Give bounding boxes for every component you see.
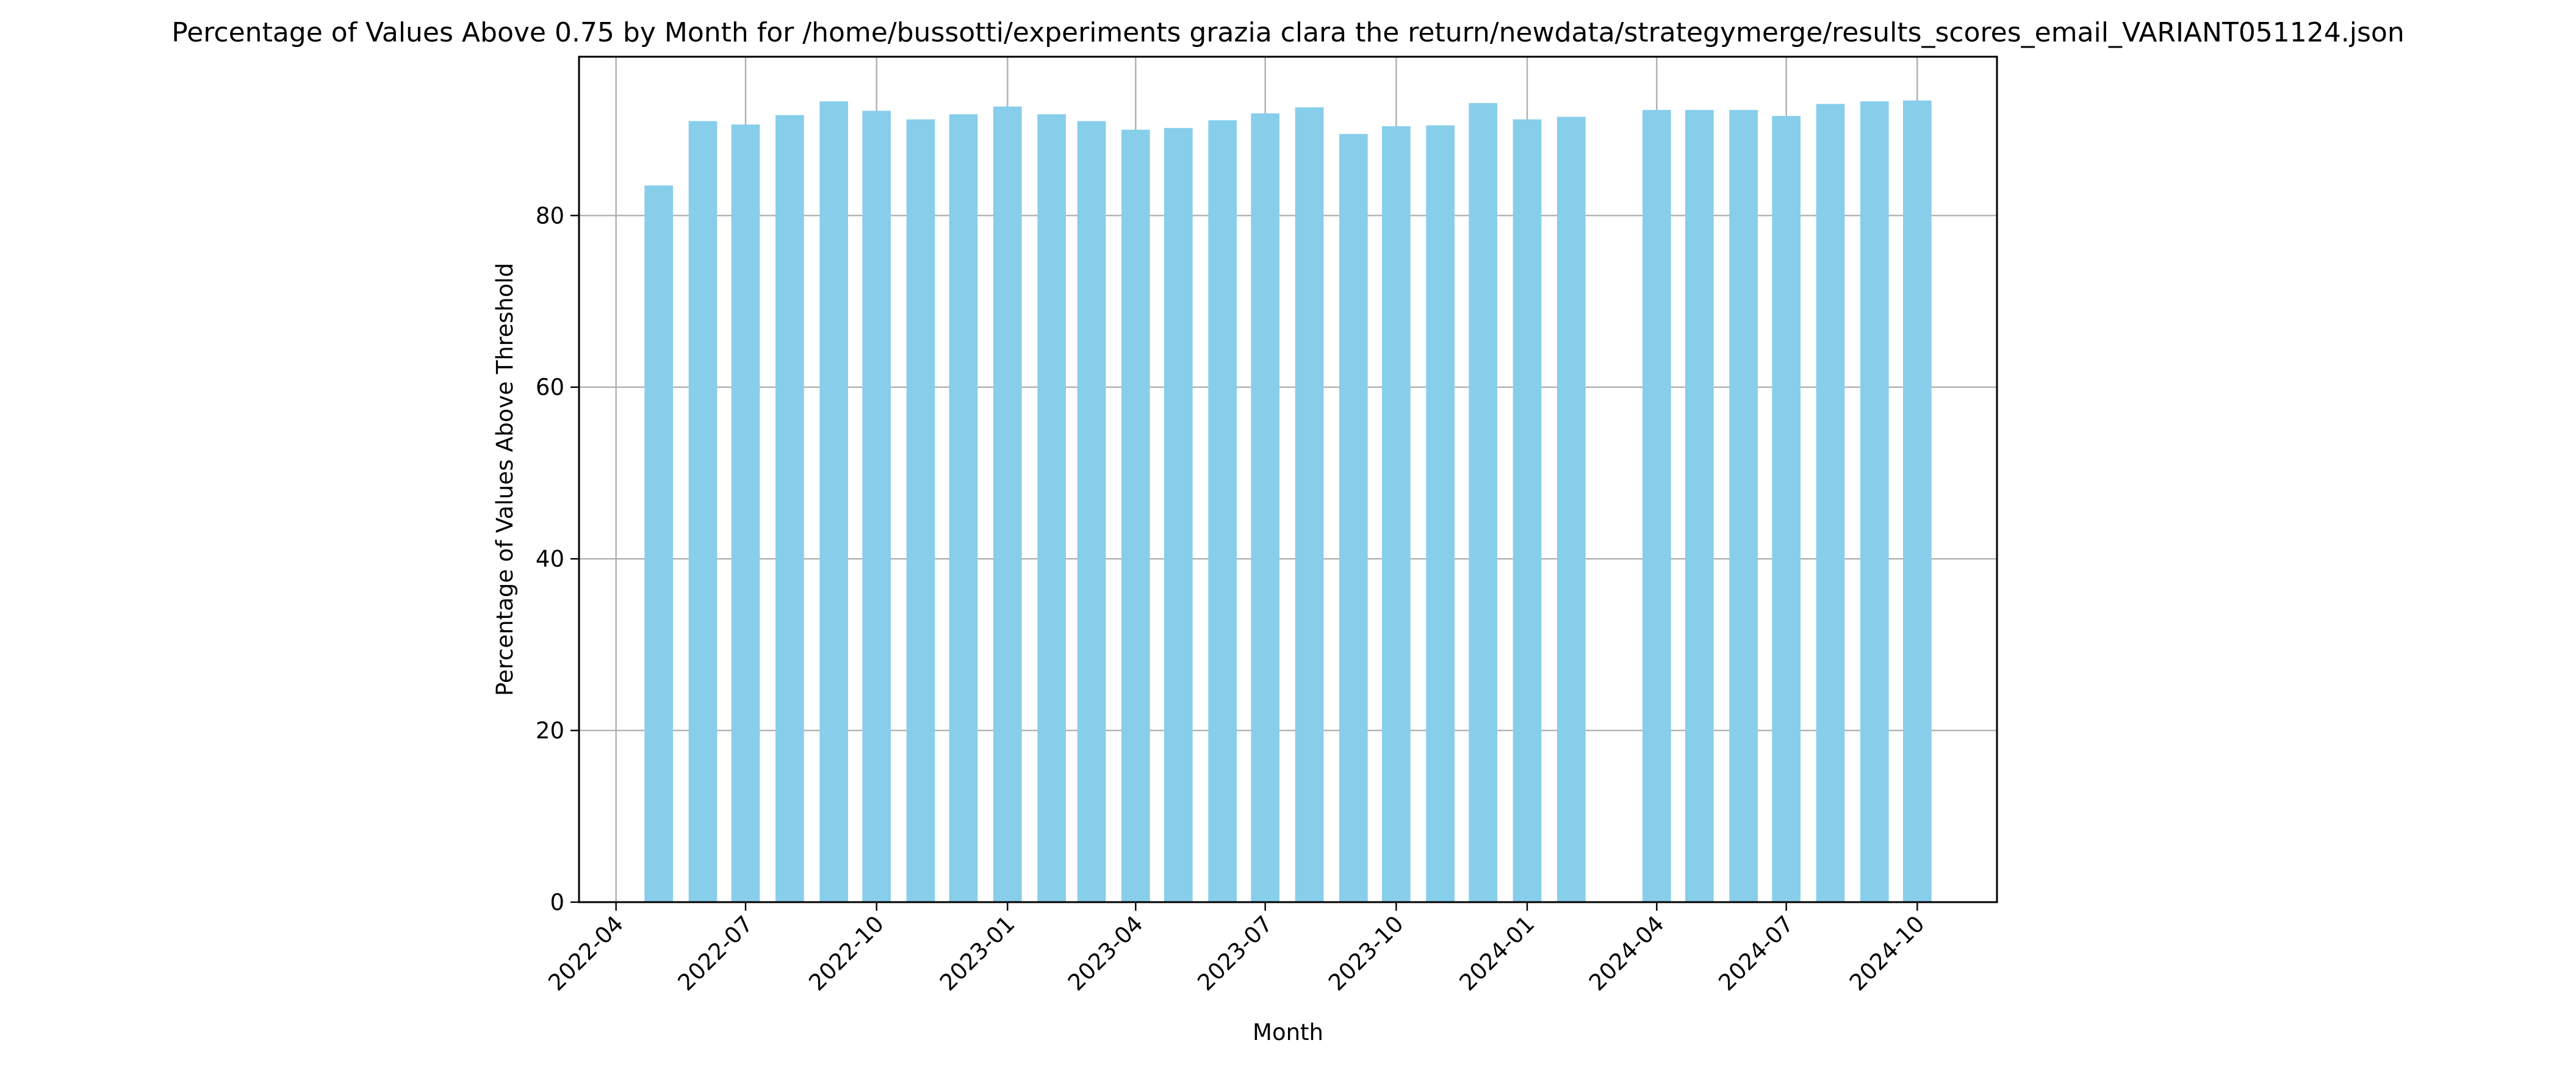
x-tick-label: 2023-01: [935, 911, 1020, 996]
bar: [1164, 127, 1193, 903]
bar: [819, 101, 848, 902]
x-tick-label: 2024-10: [1844, 911, 1930, 996]
bar: [688, 121, 718, 903]
bar: [1339, 134, 1368, 902]
bar: [1729, 110, 1758, 903]
x-tick-label: 2024-07: [1713, 911, 1799, 996]
y-tick-label: 40: [536, 546, 564, 572]
bar: [1426, 125, 1455, 903]
bar: [1642, 110, 1671, 903]
bar: [775, 115, 804, 903]
y-tick-label: 80: [536, 203, 564, 229]
bar: [1903, 100, 1932, 902]
bar: [906, 119, 935, 903]
plot-frame: [578, 56, 1998, 903]
x-tick-label: 2024-01: [1455, 911, 1540, 996]
x-tick-label: 2023-04: [1063, 911, 1148, 996]
y-tick-label: 0: [550, 889, 564, 916]
bar: [1251, 113, 1279, 903]
bar: [1208, 120, 1237, 903]
bar: [1121, 129, 1150, 903]
x-tick-label: 2022-10: [804, 911, 889, 996]
x-axis-label: Month: [1253, 1019, 1323, 1045]
bar: [1469, 102, 1497, 902]
y-axis-label: Percentage of Values Above Threshold: [492, 263, 518, 696]
chart-title: Percentage of Values Above 0.75 by Month…: [171, 17, 2404, 48]
bar: [949, 114, 978, 903]
x-tick-label: 2023-10: [1323, 911, 1409, 996]
bar: [1513, 119, 1542, 903]
x-tick-label: 2022-04: [543, 911, 628, 996]
bar: [1772, 116, 1801, 903]
bar: [1077, 121, 1106, 903]
bar: [1816, 104, 1845, 902]
bar: [1037, 114, 1066, 903]
y-tick-label: 20: [536, 718, 564, 744]
x-tick-label: 2024-04: [1584, 911, 1669, 996]
bar: [644, 185, 673, 903]
bar: [1557, 117, 1586, 903]
bar: [993, 106, 1022, 902]
x-tick-label: 2022-07: [673, 911, 758, 996]
bar: [731, 124, 760, 903]
y-tick-label: 60: [536, 375, 564, 401]
bar: [1860, 101, 1889, 902]
bar: [862, 110, 891, 903]
bar: [1685, 110, 1714, 903]
bars: [644, 100, 1932, 903]
x-tick-label: 2023-07: [1192, 911, 1278, 996]
bar: [1382, 126, 1411, 903]
bar: [1295, 107, 1324, 902]
